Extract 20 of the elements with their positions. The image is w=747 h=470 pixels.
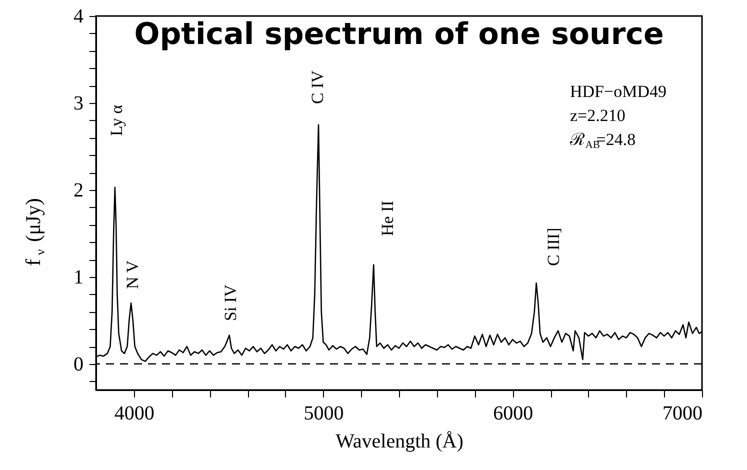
x-tick-label: 7000 — [662, 402, 702, 424]
x-axis-title: Wavelength (Å) — [336, 430, 464, 452]
x-tick-label: 5000 — [304, 402, 344, 424]
annotation: He II — [378, 200, 397, 236]
annotation: N V — [123, 260, 142, 289]
chart-title: Optical spectrum of one source — [134, 17, 664, 52]
annotation: z=2.210 — [570, 106, 626, 125]
x-tick-label: 4000 — [114, 402, 154, 424]
y-tick-label: 0 — [74, 353, 84, 376]
annotation: Si IV — [221, 284, 240, 321]
annotation: Ly α — [107, 104, 126, 136]
y-tick-label: 4 — [74, 6, 84, 28]
annotation: C IV — [308, 70, 327, 104]
x-tick-label: 6000 — [493, 402, 534, 424]
annotation: C III] — [544, 228, 563, 266]
y-tick-label: 1 — [74, 266, 84, 288]
y-tick-label: 3 — [74, 92, 84, 114]
annotation: HDF−oMD49 — [570, 82, 666, 101]
y-axis-title: fν (μJy) — [21, 198, 48, 266]
y-tick-label: 2 — [74, 179, 84, 202]
